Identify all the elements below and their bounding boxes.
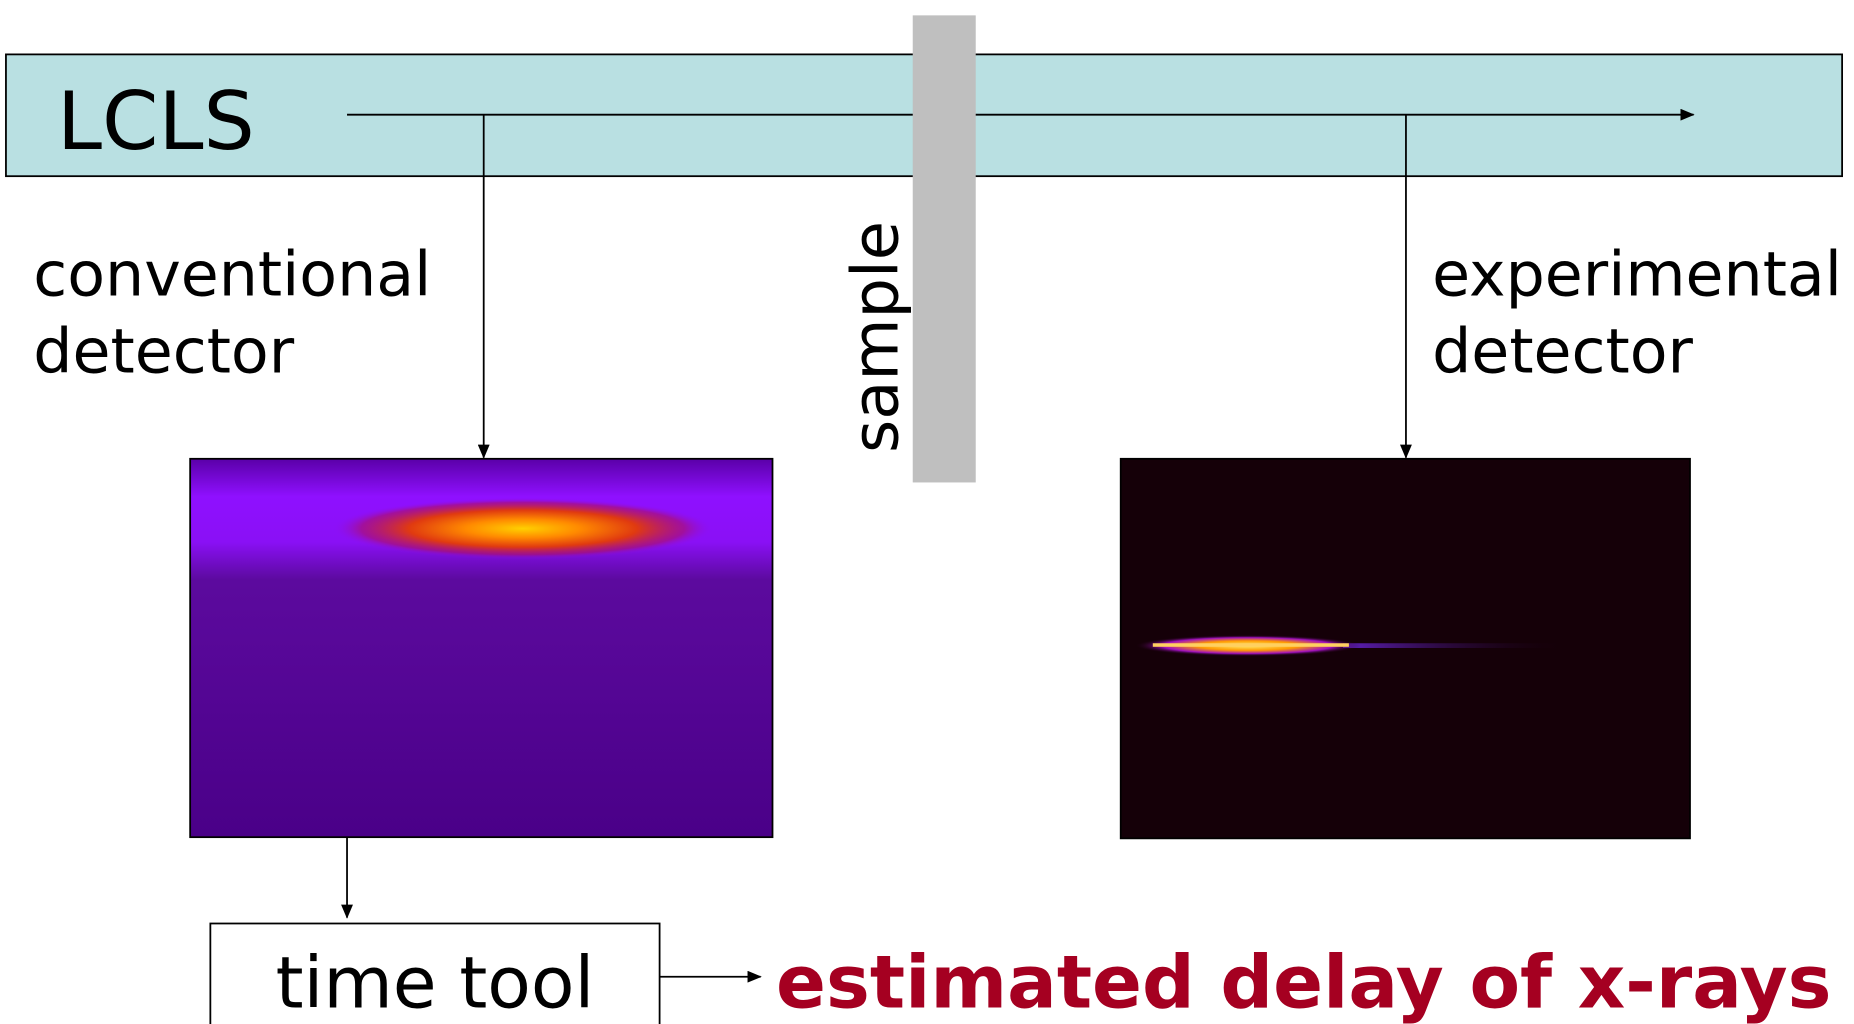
conventional-image — [190, 459, 772, 837]
experimental-detector-label: experimental detector — [1432, 239, 1854, 388]
sample-label: sample — [839, 221, 913, 453]
diagram: LCLS sample conventional detector experi… — [0, 0, 1854, 1024]
label-line: detector — [33, 316, 295, 388]
conventional-detector-label: conventional detector — [33, 239, 451, 388]
beamline-label: LCLS — [57, 75, 255, 169]
label-line: experimental — [1432, 239, 1842, 311]
label-line: detector — [1432, 316, 1694, 388]
page: LCLS sample conventional detector experi… — [0, 0, 1854, 1024]
label-line: conventional — [33, 239, 431, 311]
experimental-image — [1121, 459, 1690, 839]
time-tool-label: time tool — [276, 942, 595, 1024]
sample-plate — [913, 15, 976, 482]
result-label: estimated delay of x-rays — [776, 941, 1831, 1024]
